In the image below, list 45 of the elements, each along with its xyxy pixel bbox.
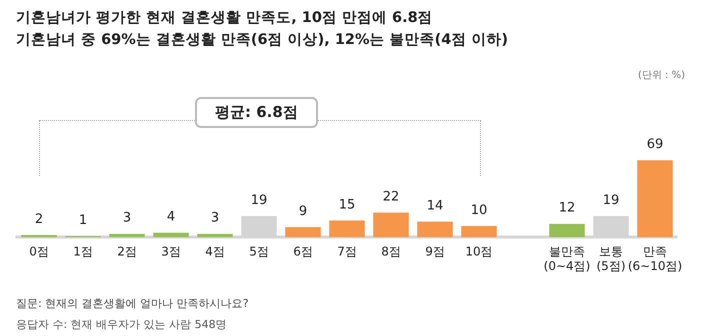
bar [461, 226, 497, 238]
chart-subtitle: 기혼남녀 중 69%는 결혼생활 만족(6점 이상), 12%는 불만족(4점 이하) [16, 31, 508, 49]
x-tick-label: 10점 [465, 244, 493, 259]
x-tick-label: 보통 (5점) [596, 244, 626, 273]
x-tick-label: 2점 [117, 244, 137, 259]
bar [549, 224, 585, 238]
data-label: 1 [78, 212, 88, 228]
text: 질문: 현재의 결혼생활에 얼마나 만족하시나요? [16, 296, 249, 311]
data-label: 69 [646, 137, 664, 152]
x-tick-label: 3점 [161, 244, 181, 259]
data-label: 15 [338, 197, 356, 212]
data-label: 3 [210, 210, 220, 226]
bar [197, 234, 233, 238]
chart-title: 기혼남녀가 평가한 현재 결혼생활 만족도, 10점 만점에 6.8점 [16, 9, 433, 27]
bar [21, 234, 57, 238]
x-tick-label: 8점 [381, 244, 401, 259]
bar [153, 232, 189, 238]
x-tick-label: 0점 [29, 244, 49, 259]
x-tick-label: 9점 [425, 244, 445, 259]
bar [417, 222, 453, 238]
bar [329, 220, 365, 238]
data-label: 12 [558, 200, 576, 216]
data-label: 2 [34, 212, 44, 227]
text: 평균: 6.8점 [195, 97, 318, 128]
data-label: 19 [250, 192, 268, 208]
data-label: 19 [602, 192, 620, 208]
data-label: 10 [470, 202, 488, 218]
x-tick-label: 6점 [293, 244, 313, 259]
x-tick-label: 5점 [249, 244, 269, 259]
text: 응답자 수: 현재 배우자가 있는 사람 548명 [16, 317, 227, 332]
data-label: 3 [122, 210, 132, 226]
text: (단위 : %) [638, 69, 685, 82]
x-tick-label: 불만족 (0~4점) [544, 244, 590, 273]
x-tick-label: 만족 (6~10점) [628, 244, 682, 273]
x-tick-label: 1점 [73, 244, 93, 259]
data-label: 22 [382, 190, 400, 205]
data-label: 14 [426, 198, 444, 214]
bar [637, 160, 673, 238]
data-label: 4 [166, 210, 176, 225]
x-tick-label: 4점 [205, 244, 225, 259]
bar [109, 234, 145, 238]
bar [373, 212, 409, 238]
bar [285, 227, 321, 238]
x-tick-label: 7점 [337, 244, 357, 259]
data-label: 9 [298, 204, 308, 220]
